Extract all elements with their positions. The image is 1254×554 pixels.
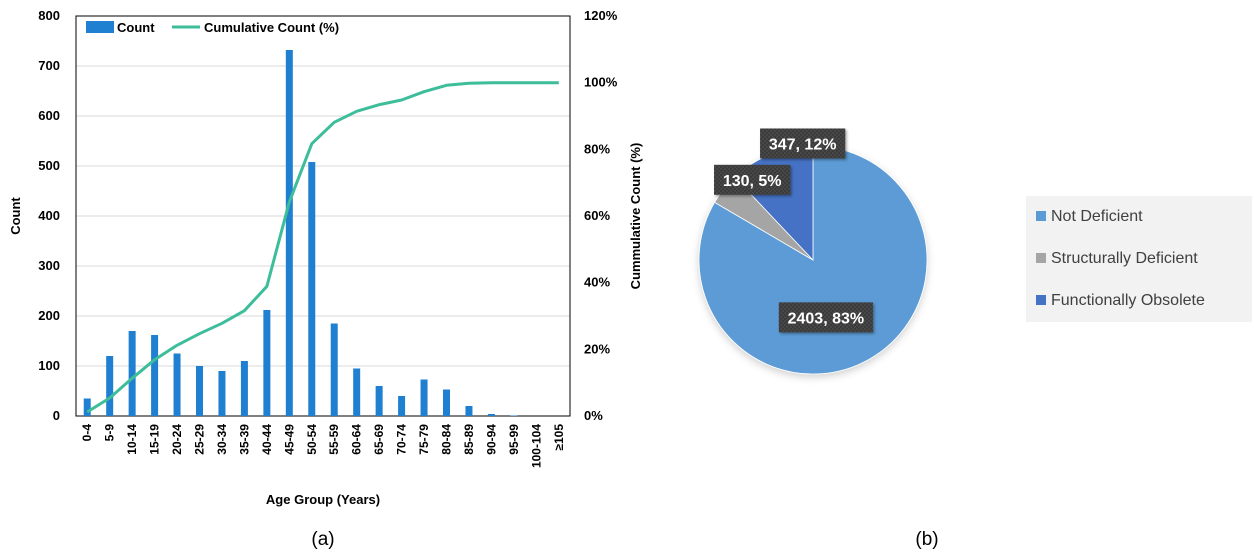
bar bbox=[83, 398, 91, 416]
x-tick-label: 25-29 bbox=[193, 424, 207, 455]
plot-area-border bbox=[75, 15, 571, 417]
bar bbox=[420, 379, 428, 416]
legend-label-count: Count bbox=[117, 20, 155, 35]
bar bbox=[263, 310, 271, 416]
bar bbox=[487, 414, 495, 416]
y2-axis-title: Cummulative Count (%) bbox=[628, 143, 643, 290]
x-tick-label: 65-69 bbox=[372, 424, 386, 455]
legend: Count Cumulative Count (%) bbox=[86, 20, 339, 35]
y2-tick-label: 80% bbox=[584, 141, 610, 156]
x-tick-label: 95-99 bbox=[507, 424, 521, 455]
cumulative-line bbox=[86, 81, 559, 414]
y-tick-label: 700 bbox=[38, 58, 60, 73]
y-axis-right: 0% 20% 40% 60% 80% 100% 120% bbox=[584, 8, 618, 423]
y2-tick-label: 40% bbox=[584, 275, 610, 290]
x-tick-label: 15-19 bbox=[148, 424, 162, 455]
x-tick-label: ≥105 bbox=[552, 424, 566, 451]
chart-b: 2403, 83% 130, 5% 347, 12% Not Deficient St… bbox=[698, 128, 1252, 550]
bar bbox=[443, 389, 450, 416]
x-tick-label: 30-34 bbox=[215, 424, 229, 455]
chart-a: 0 100 200 300 400 500 600 700 800 0% 20% 40% 60% 80%… bbox=[8, 8, 643, 550]
x-tick-label: 5-9 bbox=[103, 424, 117, 442]
data-label-text: 2403, 83% bbox=[788, 310, 865, 327]
x-tick-label: 35-39 bbox=[237, 424, 251, 455]
legend-label-cumulative: Cumulative Count (%) bbox=[204, 20, 339, 35]
x-tick-label: 10-14 bbox=[125, 424, 139, 455]
y2-tick-label: 60% bbox=[584, 208, 610, 223]
x-tick-label: 45-49 bbox=[282, 424, 296, 455]
x-tick-label: 50-54 bbox=[305, 424, 319, 455]
bar bbox=[353, 368, 361, 416]
x-tick-label: 20-24 bbox=[170, 424, 184, 455]
bar bbox=[375, 386, 383, 416]
legend: Not Deficient Structurally Deficient Funct… bbox=[1026, 196, 1252, 322]
bar bbox=[308, 162, 316, 416]
legend-swatch bbox=[1036, 295, 1046, 305]
x-tick-label: 85-89 bbox=[462, 424, 476, 455]
legend-label: Functionally Obsolete bbox=[1051, 292, 1205, 309]
x-tick-label: 40-44 bbox=[260, 424, 274, 455]
y-tick-label: 0 bbox=[53, 408, 60, 423]
x-tick-label: 80-84 bbox=[440, 424, 454, 455]
bar bbox=[398, 396, 406, 416]
bar bbox=[240, 361, 248, 416]
y-tick-label: 100 bbox=[38, 358, 60, 373]
y2-tick-label: 100% bbox=[584, 75, 618, 90]
data-label-box bbox=[714, 164, 791, 195]
legend-background bbox=[1026, 196, 1252, 322]
x-axis-tick-labels: 0-4 5-9 10-14 15-19 20-24 25-29 30-34 35-39 40-4… bbox=[80, 424, 566, 468]
y-tick-label: 400 bbox=[38, 208, 60, 223]
y-axis-left: 0 100 200 300 400 500 600 700 800 bbox=[38, 8, 60, 423]
bar bbox=[106, 356, 114, 416]
x-tick-label: 70-74 bbox=[395, 424, 409, 455]
y-tick-label: 600 bbox=[38, 108, 60, 123]
bar bbox=[173, 353, 181, 416]
y-tick-label: 500 bbox=[38, 158, 60, 173]
x-tick-label: 60-64 bbox=[350, 424, 364, 455]
x-tick-label: 90-94 bbox=[484, 424, 498, 455]
bar bbox=[510, 415, 518, 416]
bar bbox=[196, 366, 203, 416]
gridlines bbox=[76, 65, 570, 367]
bar bbox=[151, 335, 159, 416]
x-tick-label: 0-4 bbox=[80, 424, 94, 442]
bar bbox=[330, 323, 338, 416]
bar-series bbox=[83, 50, 518, 416]
y2-tick-label: 20% bbox=[584, 341, 610, 356]
x-tick-label: 100-104 bbox=[529, 424, 543, 468]
panel-label-b: (b) bbox=[915, 529, 938, 550]
x-tick-label: 55-59 bbox=[327, 424, 341, 455]
data-label-text: 347, 12% bbox=[769, 136, 837, 153]
pie-data-labels: 2403, 83% 130, 5% 347, 12% bbox=[714, 128, 873, 333]
bar bbox=[218, 371, 226, 416]
y2-tick-label: 0% bbox=[584, 408, 603, 423]
legend-swatch bbox=[1036, 211, 1046, 221]
data-label-box bbox=[778, 302, 873, 333]
y-tick-label: 300 bbox=[38, 258, 60, 273]
bar bbox=[285, 50, 293, 416]
y-tick-label: 800 bbox=[38, 8, 60, 23]
pie-data-label-3: 347, 12% bbox=[760, 128, 846, 159]
legend-label: Structurally Deficient bbox=[1051, 250, 1198, 267]
data-label-box bbox=[760, 128, 846, 159]
data-label-text: 130, 5% bbox=[723, 173, 782, 190]
y2-tick-label: 120% bbox=[584, 8, 618, 23]
x-axis-title: Age Group (Years) bbox=[266, 492, 380, 507]
panel-label-a: (a) bbox=[311, 529, 334, 550]
x-tick-label: 75-79 bbox=[417, 424, 431, 455]
pie-data-label-1: 2403, 83% bbox=[778, 302, 873, 333]
bar bbox=[128, 331, 136, 416]
y-tick-label: 200 bbox=[38, 308, 60, 323]
pie-data-label-2: 130, 5% bbox=[714, 164, 791, 195]
legend-swatch bbox=[1036, 253, 1046, 263]
bar bbox=[465, 406, 473, 416]
legend-swatch-count bbox=[86, 21, 114, 33]
y-axis-title: Count bbox=[8, 197, 23, 235]
legend-label: Not Deficient bbox=[1051, 208, 1143, 225]
